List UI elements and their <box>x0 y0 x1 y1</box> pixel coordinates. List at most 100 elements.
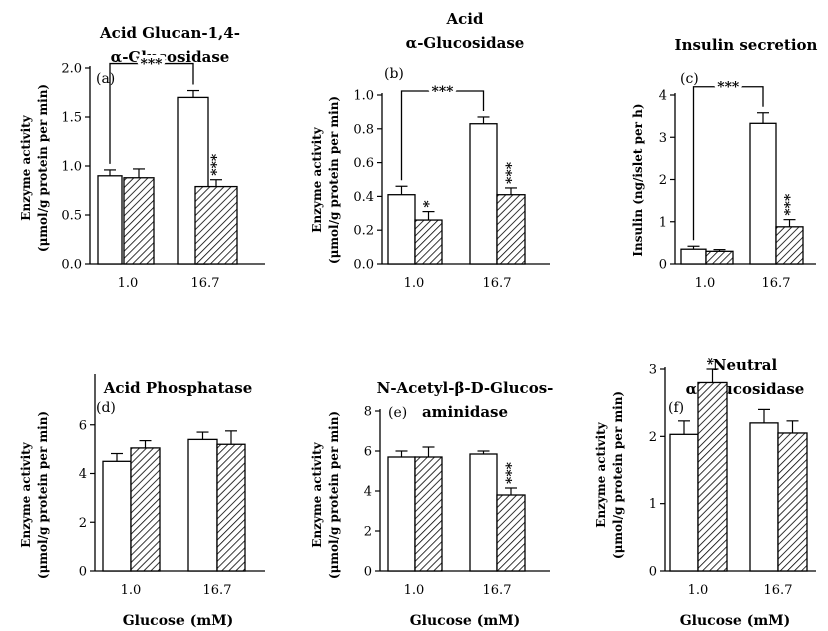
chart-title: Acid Phosphatase <box>103 379 253 397</box>
y-tick-label: 0.0 <box>61 258 82 273</box>
bar-open <box>469 453 498 572</box>
y-axis-label: (μmol/g protein per min) <box>36 411 50 579</box>
y-tick-label: 0.2 <box>353 224 374 239</box>
significance-mark: *** <box>783 193 799 216</box>
bar-open <box>97 175 123 265</box>
x-tick-label: 16.7 <box>764 583 793 598</box>
bar-open <box>102 460 132 572</box>
y-tick-label: 6 <box>79 418 87 433</box>
bar-open <box>469 123 498 265</box>
x-tick-label: 16.7 <box>191 276 220 291</box>
y-tick-label: 3 <box>659 131 667 146</box>
y-tick-label: 0.4 <box>353 190 374 205</box>
bar-open <box>749 422 779 572</box>
chart-title: Insulin secretion <box>675 36 818 54</box>
x-tick-label: 1.0 <box>121 583 142 598</box>
x-tick-label: 16.7 <box>483 583 512 598</box>
panel-label: (d) <box>96 400 116 416</box>
chart-title: aminidase <box>422 403 508 421</box>
bar-hatched <box>697 381 728 572</box>
y-tick-label: 0 <box>79 565 87 580</box>
significance-bracket <box>109 62 194 164</box>
panel-b: Acid α-Glucosidase(b) Enzyme activity (μmol… <box>310 10 550 291</box>
y-axis-label: Enzyme activity <box>594 421 608 527</box>
bracket-label: *** <box>141 57 164 73</box>
y-tick-label: 0.8 <box>353 122 374 137</box>
bracket-label: *** <box>432 84 455 100</box>
panel-d: Acid Phosphatase (d) Enzyme activity (μmol/… <box>19 374 265 629</box>
x-tick-label: 16.7 <box>203 583 232 598</box>
y-tick-label: 2 <box>364 525 372 540</box>
bar-open <box>387 456 416 572</box>
significance-mark: *** <box>504 461 520 484</box>
bar-open <box>749 122 777 265</box>
bracket-label: *** <box>717 80 740 96</box>
bar-hatched <box>777 432 808 572</box>
x-tick-label: 1.0 <box>688 583 709 598</box>
y-tick-label: 1.0 <box>61 160 82 175</box>
bar-hatched <box>216 443 246 572</box>
bar-hatched <box>496 494 526 572</box>
bar-open <box>680 248 707 265</box>
y-tick-label: 0 <box>659 258 667 273</box>
y-tick-label: 2 <box>649 430 657 445</box>
chart-title: N-Acetyl-β-D-Glucos- <box>377 379 554 397</box>
y-tick-label: 1 <box>659 215 667 230</box>
y-tick-label: 4 <box>364 485 372 500</box>
y-tick-label: 0 <box>364 565 372 580</box>
x-axis-label: Glucose (mM) <box>680 613 791 629</box>
y-tick-label: 1 <box>649 497 657 512</box>
x-tick-label: 16.7 <box>483 276 512 291</box>
x-tick-label: 1.0 <box>695 276 716 291</box>
bar-hatched <box>414 456 443 572</box>
chart-title: α-Glucosidase <box>406 34 525 52</box>
bar-hatched <box>123 177 155 265</box>
y-tick-label: 0.5 <box>61 209 82 224</box>
panel-label: (c) <box>680 71 699 87</box>
y-tick-label: 4 <box>659 89 667 104</box>
panel-label: (f) <box>668 400 684 416</box>
chart-title: Neutral <box>713 356 778 374</box>
panel-e: N-Acetyl-β-D-Glucos-aminidase (e) Enzyme a… <box>310 379 553 629</box>
bar-open <box>669 433 699 572</box>
bar-hatched <box>414 219 443 265</box>
chart-title: Acid Glucan-1,4- <box>99 24 240 42</box>
y-tick-label: 2 <box>659 173 667 188</box>
y-axis-label: Enzyme activity <box>310 126 324 232</box>
bar-hatched <box>775 226 804 265</box>
significance-mark: *** <box>504 161 520 184</box>
y-axis-label: (μmol/g protein per min) <box>611 391 625 559</box>
significance-mark: *** <box>209 153 225 176</box>
significance-mark: * <box>422 200 438 208</box>
bar-hatched <box>496 194 526 265</box>
panel-c: Insulin secretion (c) Insulin (ng/islet pe… <box>631 36 818 291</box>
panel-label: (e) <box>388 405 407 421</box>
panel-label: (b) <box>384 66 404 82</box>
chart-title: α-Glucosidase <box>111 48 230 66</box>
y-tick-label: 0.0 <box>353 258 374 273</box>
y-tick-label: 2.0 <box>61 62 82 77</box>
x-tick-label: 16.7 <box>762 276 791 291</box>
y-tick-label: 0 <box>649 565 657 580</box>
y-axis-label: (μmol/g protein per min) <box>36 84 50 252</box>
y-axis-label: Enzyme activity <box>19 114 33 220</box>
y-axis-label: Enzyme activity <box>19 441 33 547</box>
x-tick-label: 1.0 <box>404 583 425 598</box>
bar-hatched <box>194 185 238 265</box>
y-tick-label: 8 <box>364 405 372 420</box>
bar-open <box>387 194 416 265</box>
y-axis-label: (μmol/g protein per min) <box>327 96 341 264</box>
y-tick-label: 4 <box>79 467 87 482</box>
significance-mark: * <box>706 357 722 365</box>
y-tick-label: 1.5 <box>61 111 82 126</box>
bar-open <box>187 438 218 572</box>
y-tick-label: 0.6 <box>353 156 374 171</box>
y-tick-label: 6 <box>364 445 372 460</box>
x-tick-label: 1.0 <box>404 276 425 291</box>
y-axis-label: Enzyme activity <box>310 441 324 547</box>
panel-label: (a) <box>96 71 115 87</box>
x-axis-label: Glucose (mM) <box>410 613 521 629</box>
significance-bracket <box>692 86 764 241</box>
